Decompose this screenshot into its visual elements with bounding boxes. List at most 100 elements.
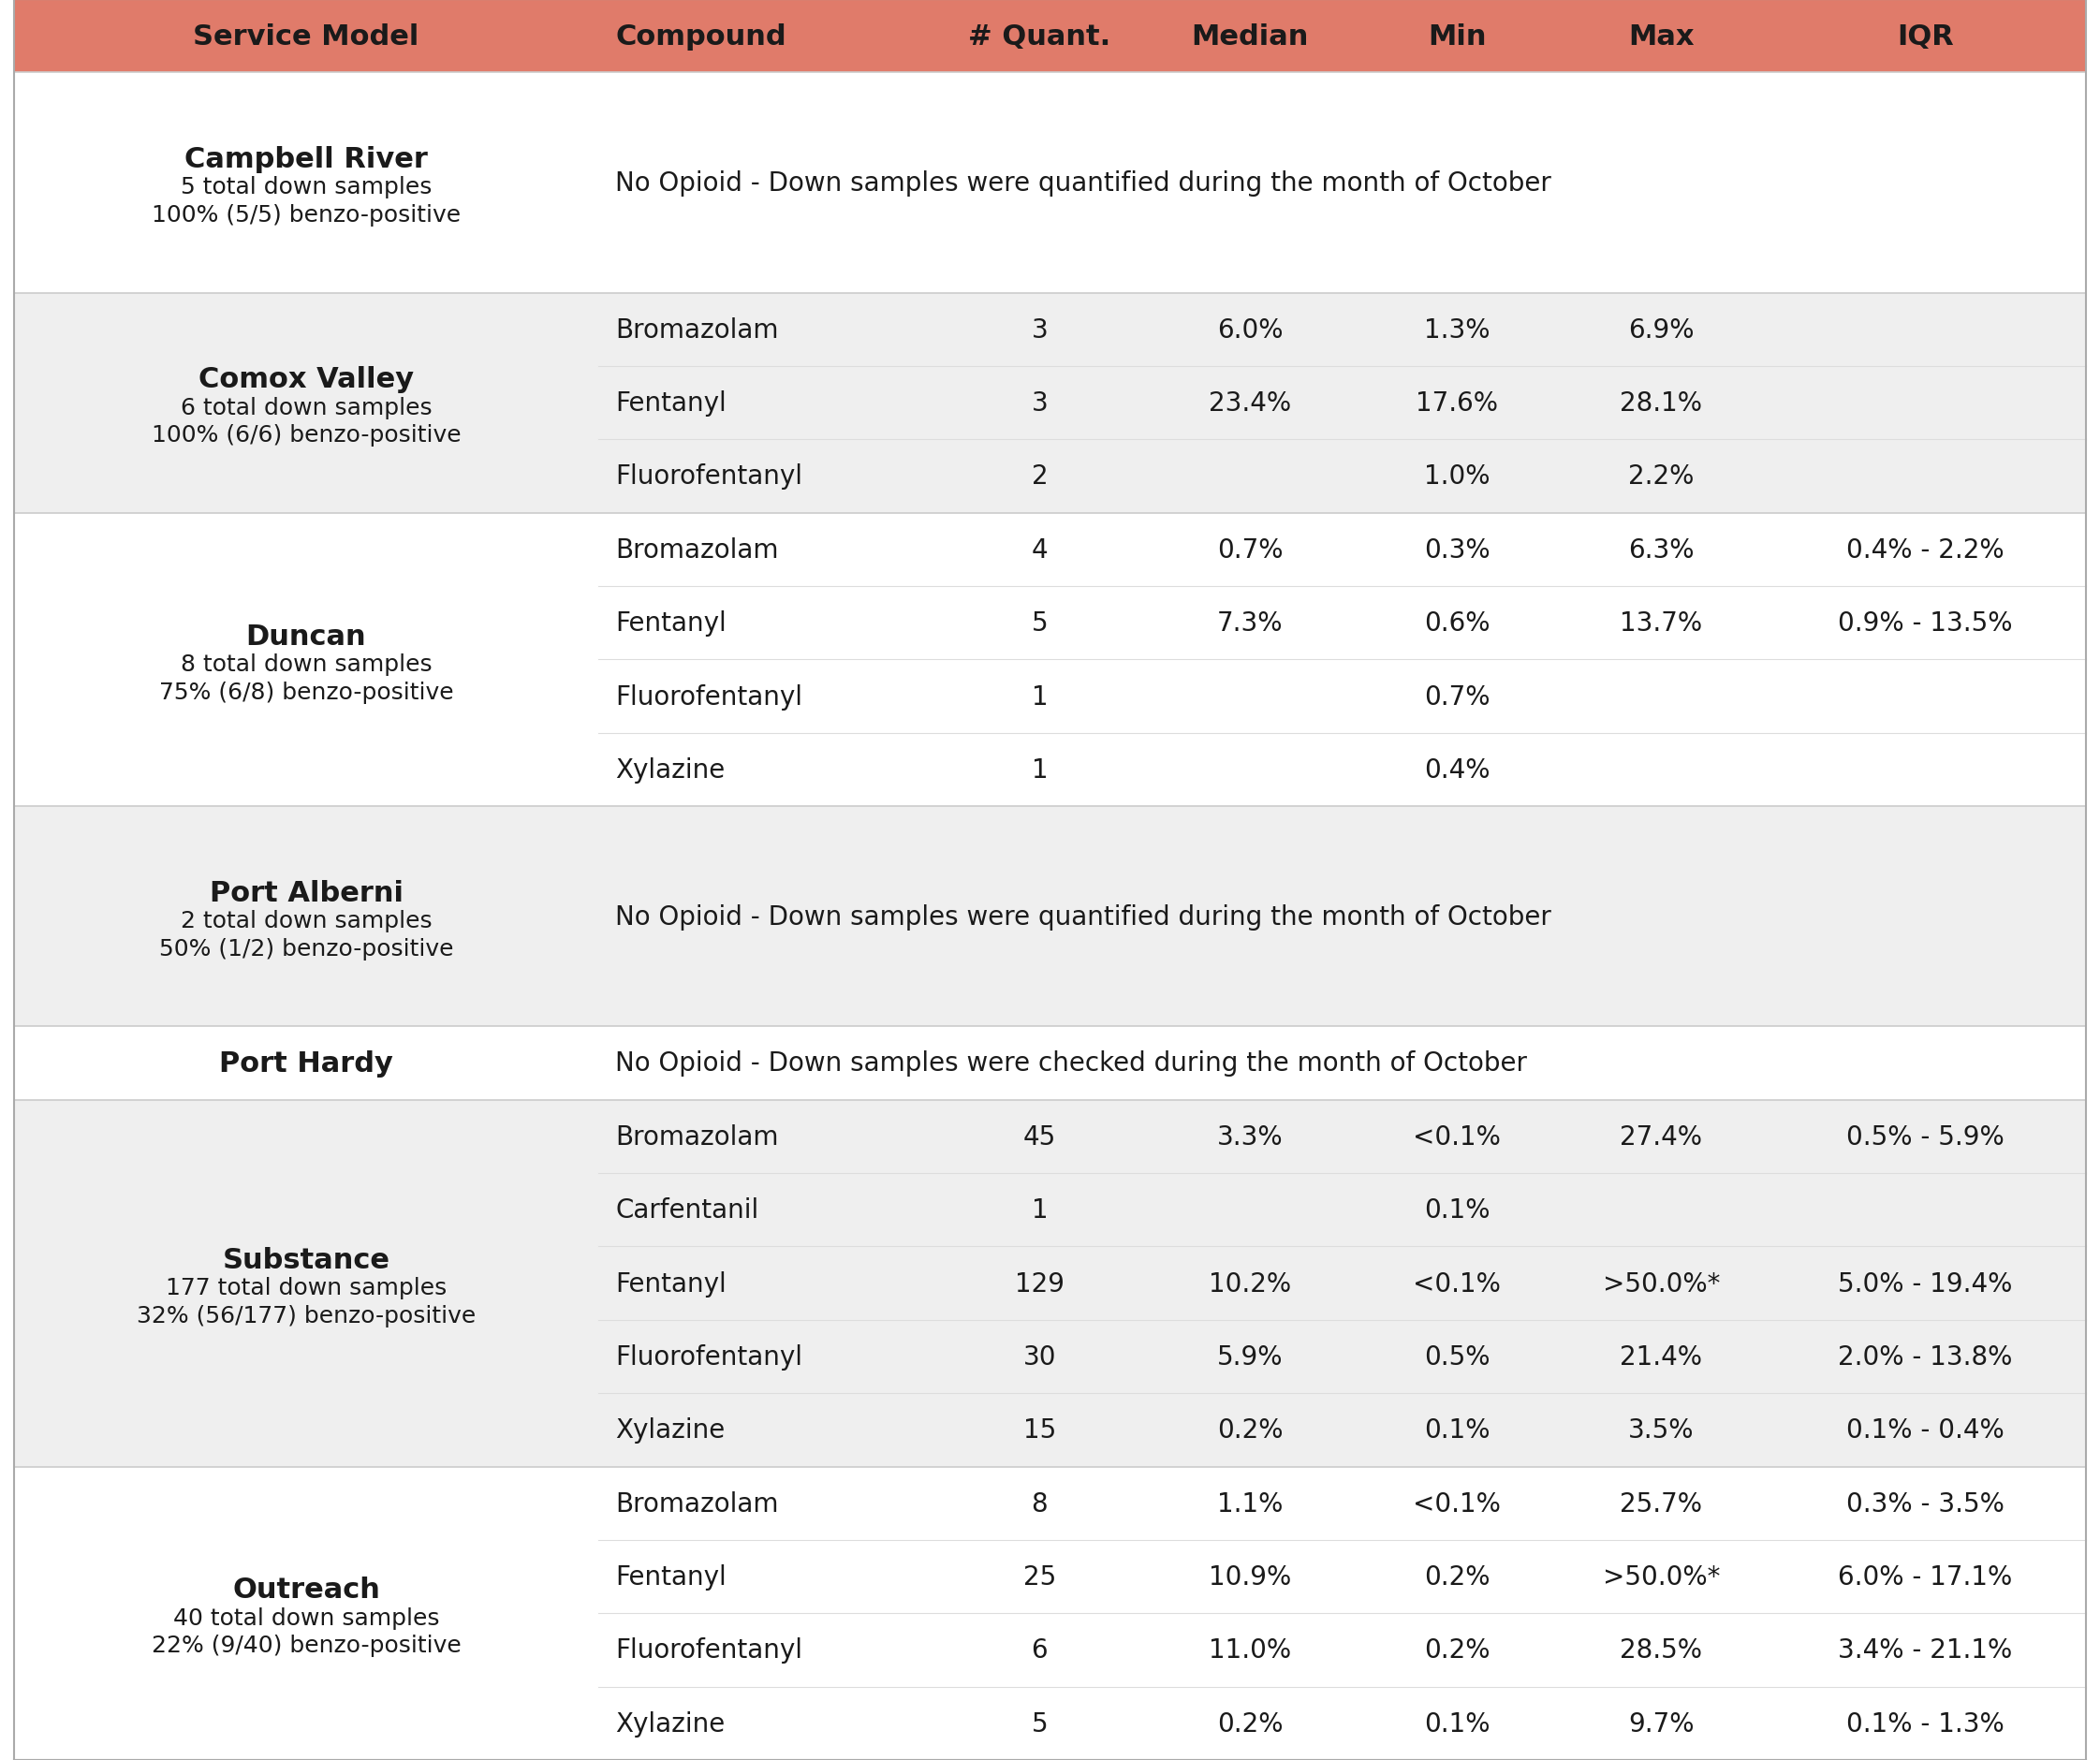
Text: 0.1%: 0.1% [1424,1197,1491,1223]
Text: Port Hardy: Port Hardy [218,1049,393,1077]
Text: Port Alberni: Port Alberni [210,880,403,906]
Text: 0.2%: 0.2% [1424,1563,1491,1589]
Bar [15,74,2085,294]
Text: 0.1%: 0.1% [1424,1711,1491,1737]
Text: 3.3%: 3.3% [1216,1123,1283,1149]
Text: 177 total down samples: 177 total down samples [166,1276,447,1299]
Text: Bromazolam: Bromazolam [615,1491,779,1517]
Text: <0.1%: <0.1% [1413,1271,1502,1297]
Text: 32% (56/177) benzo-positive: 32% (56/177) benzo-positive [137,1304,477,1327]
Text: 3.4% - 21.1%: 3.4% - 21.1% [1838,1637,2012,1663]
Text: 0.6%: 0.6% [1424,611,1491,637]
Text: No Opioid - Down samples were checked during the month of October: No Opioid - Down samples were checked du… [615,1051,1527,1077]
Text: 0.7%: 0.7% [1216,537,1283,563]
Text: 1.3%: 1.3% [1424,317,1491,343]
Text: 129: 129 [1014,1271,1065,1297]
Text: 23.4%: 23.4% [1210,391,1292,417]
Text: 0.2%: 0.2% [1216,1711,1283,1737]
Text: 1: 1 [1031,1197,1048,1223]
Text: 1: 1 [1031,683,1048,709]
Text: 7.3%: 7.3% [1216,611,1283,637]
Text: 21.4%: 21.4% [1619,1343,1703,1369]
Text: 5.0% - 19.4%: 5.0% - 19.4% [1838,1271,2012,1297]
Text: 6.0%: 6.0% [1216,317,1283,343]
Text: Service Model: Service Model [193,23,420,51]
Text: Duncan: Duncan [246,623,365,649]
Text: Min: Min [1428,23,1487,51]
Text: >50.0%*: >50.0%* [1602,1271,1720,1297]
Text: 40 total down samples: 40 total down samples [172,1607,439,1628]
Text: Carfentanil: Carfentanil [615,1197,758,1223]
Text: 30: 30 [1023,1343,1056,1369]
Text: <0.1%: <0.1% [1413,1491,1502,1517]
Text: 28.1%: 28.1% [1619,391,1703,417]
Text: 0.2%: 0.2% [1216,1417,1283,1443]
Text: 1.1%: 1.1% [1218,1491,1283,1517]
Text: 0.2%: 0.2% [1424,1637,1491,1663]
Text: 17.6%: 17.6% [1415,391,1497,417]
Bar [15,1026,2085,1100]
Text: Xylazine: Xylazine [615,757,724,783]
Text: 15: 15 [1023,1417,1056,1443]
Text: Fluorofentanyl: Fluorofentanyl [615,1343,802,1369]
Text: Fentanyl: Fentanyl [615,391,727,417]
Text: 13.7%: 13.7% [1619,611,1703,637]
Text: 0.5% - 5.9%: 0.5% - 5.9% [1846,1123,2003,1149]
Text: Xylazine: Xylazine [615,1711,724,1737]
Text: Fentanyl: Fentanyl [615,1563,727,1589]
Text: # Quant.: # Quant. [968,23,1111,51]
Bar [15,514,2085,806]
Text: 11.0%: 11.0% [1210,1637,1292,1663]
Text: Outreach: Outreach [233,1575,380,1603]
Text: 0.1% - 1.3%: 0.1% - 1.3% [1846,1711,2003,1737]
Text: 100% (6/6) benzo-positive: 100% (6/6) benzo-positive [151,424,462,447]
Text: 4: 4 [1031,537,1048,563]
Text: Campbell River: Campbell River [185,146,428,172]
Text: Bromazolam: Bromazolam [615,537,779,563]
Text: 22% (9/40) benzo-positive: 22% (9/40) benzo-positive [151,1633,462,1656]
Text: Bromazolam: Bromazolam [615,1123,779,1149]
Text: 27.4%: 27.4% [1619,1123,1703,1149]
Text: 5.9%: 5.9% [1216,1343,1283,1369]
Text: 6.0% - 17.1%: 6.0% - 17.1% [1838,1563,2012,1589]
Text: 3: 3 [1031,317,1048,343]
Text: 10.2%: 10.2% [1210,1271,1292,1297]
Text: Fluorofentanyl: Fluorofentanyl [615,1637,802,1663]
Text: Comox Valley: Comox Valley [200,366,414,392]
Bar [15,806,2085,1026]
Bar [15,1466,2085,1760]
Text: 8 total down samples: 8 total down samples [181,653,433,676]
Text: 45: 45 [1023,1123,1056,1149]
Text: 0.3% - 3.5%: 0.3% - 3.5% [1846,1491,2003,1517]
Text: No Opioid - Down samples were quantified during the month of October: No Opioid - Down samples were quantified… [615,171,1552,197]
Text: Fluorofentanyl: Fluorofentanyl [615,463,802,489]
Bar [15,1100,2085,1466]
Text: 3.5%: 3.5% [1628,1417,1695,1443]
Text: No Opioid - Down samples were quantified during the month of October: No Opioid - Down samples were quantified… [615,903,1552,929]
Text: 0.4% - 2.2%: 0.4% - 2.2% [1846,537,2003,563]
Text: 50% (1/2) benzo-positive: 50% (1/2) benzo-positive [160,938,454,959]
Text: 1: 1 [1031,757,1048,783]
Text: 0.5%: 0.5% [1424,1343,1491,1369]
Text: 6.3%: 6.3% [1628,537,1695,563]
Text: 0.1% - 0.4%: 0.1% - 0.4% [1846,1417,2003,1443]
Text: 100% (5/5) benzo-positive: 100% (5/5) benzo-positive [151,204,460,227]
Bar [15,0,2085,74]
Text: 28.5%: 28.5% [1619,1637,1703,1663]
Text: Max: Max [1628,23,1695,51]
Text: 25: 25 [1023,1563,1056,1589]
Text: 0.9% - 13.5%: 0.9% - 13.5% [1838,611,2012,637]
Text: 6 total down samples: 6 total down samples [181,396,433,419]
Text: 9.7%: 9.7% [1628,1711,1695,1737]
Text: 5: 5 [1031,611,1048,637]
Text: <0.1%: <0.1% [1413,1123,1502,1149]
Text: 2.0% - 13.8%: 2.0% - 13.8% [1838,1343,2012,1369]
Text: Compound: Compound [615,23,785,51]
Text: 2.2%: 2.2% [1628,463,1695,489]
Text: 0.1%: 0.1% [1424,1417,1491,1443]
Text: 5: 5 [1031,1711,1048,1737]
Text: 2 total down samples: 2 total down samples [181,910,433,933]
Text: Median: Median [1191,23,1308,51]
Text: Xylazine: Xylazine [615,1417,724,1443]
Text: 2: 2 [1031,463,1048,489]
